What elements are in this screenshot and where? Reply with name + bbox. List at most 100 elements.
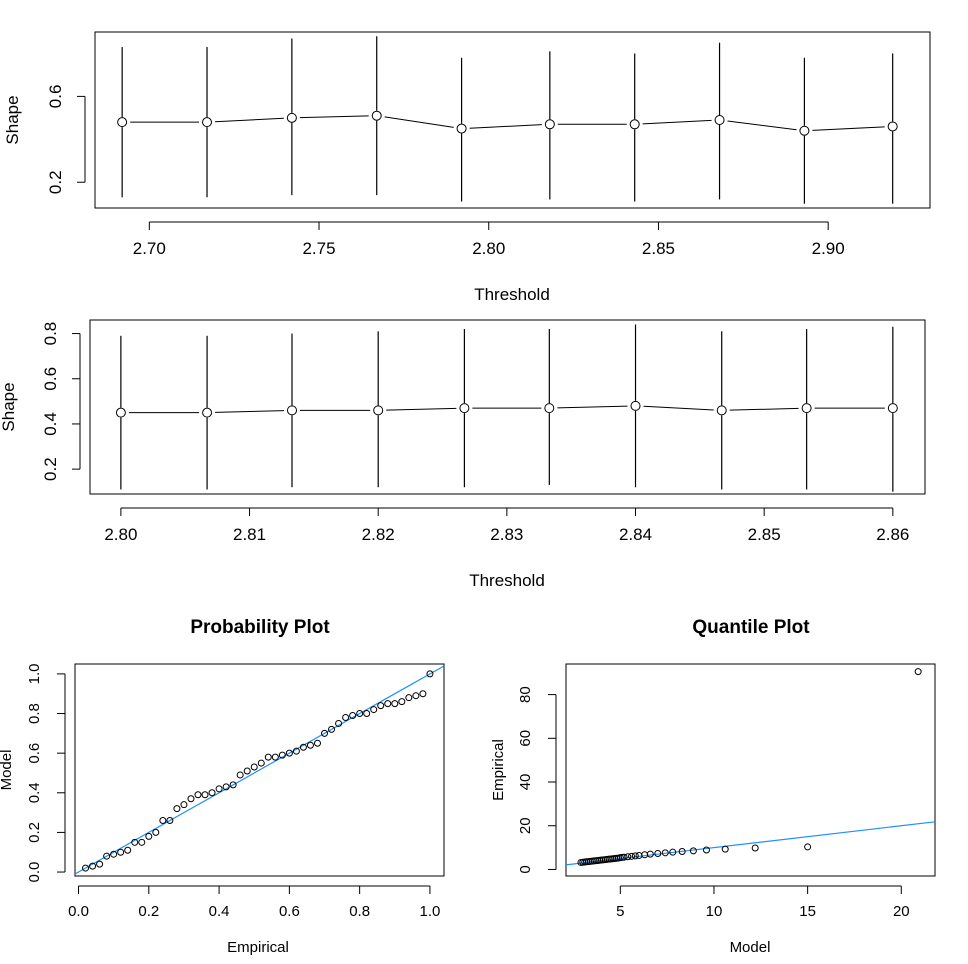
y-tick-label: 0.4 (26, 782, 43, 803)
plot-frame (89, 319, 926, 495)
x-axis: 2.70 2.75 2.80 2.85 2.90 (133, 221, 845, 258)
x-tick-label: 2.82 (362, 525, 395, 544)
data-point (630, 400, 641, 411)
x-tick-label: 2.80 (104, 525, 137, 544)
data-point (131, 838, 139, 846)
x-tick-label: 0.4 (209, 903, 230, 920)
data-point (313, 739, 321, 747)
x-tick-label: 2.90 (812, 239, 845, 258)
data-point (624, 853, 632, 861)
x-tick-label: 2.83 (490, 525, 523, 544)
data-point (678, 848, 686, 856)
x-axis-label: Threshold (474, 285, 550, 304)
x-axis: 5 10 15 20 (616, 885, 910, 920)
reference-line-segment (74, 665, 445, 875)
connector-line (215, 410, 285, 413)
y-tick-label: 1.0 (26, 663, 43, 684)
x-axis-label: Empirical (227, 939, 289, 956)
y-axis-label: Empirical (490, 739, 507, 801)
plot-marks (82, 670, 434, 872)
plot-marks (117, 36, 898, 204)
x-tick-label: 2.84 (619, 525, 652, 544)
data-point (426, 670, 434, 678)
data-point (306, 741, 314, 749)
y-axis-label: Model (0, 750, 15, 791)
plot-marks (577, 668, 922, 866)
data-point (373, 405, 384, 416)
data-point (689, 847, 697, 855)
y-tick-label: 0.2 (41, 457, 60, 481)
data-point (342, 713, 350, 721)
data-point (180, 801, 188, 809)
shape-threshold-plot-1: 2.70 2.75 2.80 2.85 2.90 0.2 0.6 Threshold Sh… (3, 31, 931, 304)
plot-frame (74, 663, 445, 877)
data-point (103, 852, 111, 860)
plot-frame (565, 663, 936, 877)
x-tick-label: 5 (616, 903, 624, 920)
y-axis: 0.0 0.2 0.4 0.6 0.8 1.0 (26, 663, 66, 883)
data-point (631, 852, 639, 860)
x-tick-label: 15 (799, 903, 816, 920)
y-axis-label: Shape (0, 382, 18, 431)
y-axis: 0.2 0.4 0.6 0.8 (41, 322, 81, 481)
connector-line (384, 116, 454, 128)
data-point (299, 743, 307, 751)
data-point (271, 753, 279, 761)
y-axis: 0.2 0.6 (46, 85, 86, 194)
data-point (264, 753, 272, 761)
x-tick-label: 2.86 (876, 525, 909, 544)
x-tick-label: 10 (706, 903, 723, 920)
plot-frame (94, 31, 931, 209)
y-tick-label: 0.0 (26, 862, 43, 883)
data-point (714, 115, 725, 125)
x-tick-label: 1.0 (420, 903, 441, 920)
y-tick-label: 0.4 (41, 412, 60, 436)
connector-line (386, 407, 457, 411)
y-tick-label: 0.8 (26, 703, 43, 724)
data-point (620, 853, 628, 861)
probability-plot: Probability Plot 0.0 0.2 0.4 0.6 0.8 1.0 0.00… (0, 617, 445, 956)
data-point (187, 795, 195, 803)
data-point (377, 702, 385, 710)
y-tick-label: 0 (517, 865, 534, 873)
y-tick-label: 0.6 (41, 367, 60, 391)
data-point (887, 403, 898, 414)
data-point (370, 706, 378, 714)
data-point (173, 805, 181, 813)
chart-title: Quantile Plot (692, 617, 810, 638)
y-tick-label: 0.2 (46, 170, 65, 194)
data-point (194, 791, 202, 799)
data-point (628, 852, 636, 860)
quantile-plot: Quantile Plot 5 10 15 20 0 20 40 60 80 Model Em… (490, 617, 936, 956)
data-point (799, 125, 810, 136)
data-point (328, 725, 336, 733)
data-point (914, 668, 922, 676)
data-point (371, 110, 382, 121)
data-point (412, 692, 420, 700)
y-tick-label: 80 (517, 686, 534, 703)
data-point (751, 844, 759, 852)
data-point (166, 817, 174, 825)
data-point (405, 694, 413, 702)
data-point (349, 712, 357, 720)
y-tick-label: 40 (517, 774, 534, 791)
data-point (117, 117, 128, 128)
y-tick-label: 0.8 (41, 322, 60, 346)
x-tick-label: 0.0 (68, 903, 89, 920)
connector-line (642, 119, 712, 125)
data-point (801, 403, 812, 414)
data-point (202, 407, 213, 418)
data-point (721, 845, 729, 853)
data-point (285, 749, 293, 757)
y-axis: 0 20 40 60 80 (517, 686, 557, 874)
data-point (215, 785, 223, 793)
data-point (89, 862, 97, 870)
connector-line (469, 124, 542, 129)
data-point (887, 121, 898, 132)
x-tick-label: 2.85 (748, 525, 781, 544)
connector-line (729, 407, 799, 411)
connector-line (812, 126, 885, 131)
data-point (96, 860, 104, 868)
data-point (419, 690, 427, 698)
